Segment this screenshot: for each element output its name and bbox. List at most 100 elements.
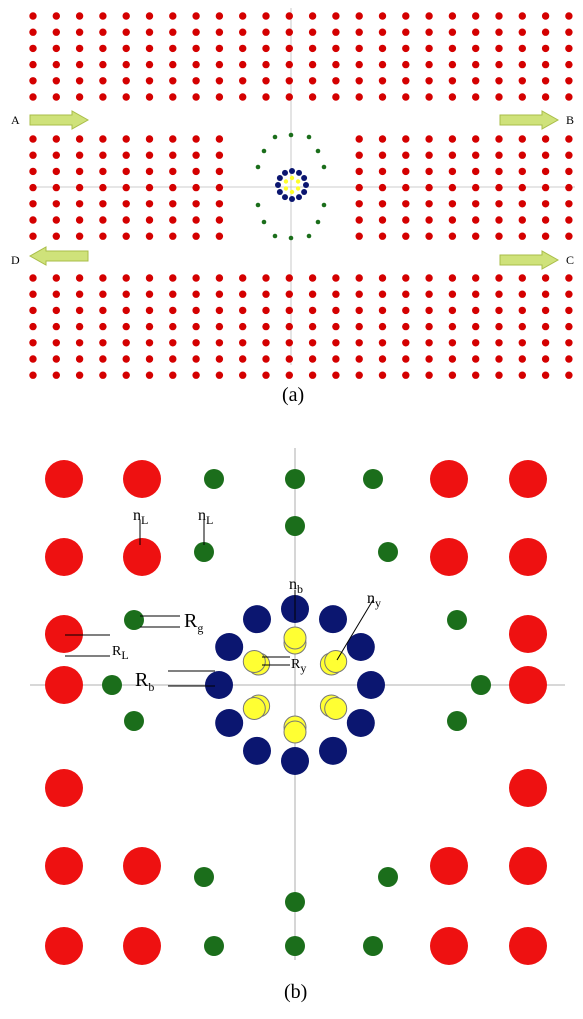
label-nb: nb xyxy=(289,576,303,596)
green-rod xyxy=(124,610,144,630)
rod xyxy=(99,306,107,315)
rod xyxy=(52,60,60,69)
rod xyxy=(145,77,154,85)
rod xyxy=(239,12,247,20)
rod xyxy=(169,290,177,298)
rod xyxy=(52,216,60,224)
panel-b-rods xyxy=(45,460,547,965)
rod xyxy=(472,60,480,69)
rod xyxy=(541,339,550,347)
green-rod xyxy=(102,675,122,695)
rod xyxy=(99,151,107,159)
rod xyxy=(565,77,573,85)
rod xyxy=(145,200,154,208)
rod xyxy=(192,167,200,176)
blue-rod xyxy=(281,747,309,775)
rod xyxy=(99,12,107,20)
rod xyxy=(541,12,550,20)
rod xyxy=(378,93,387,101)
rod xyxy=(518,183,526,192)
yellow-rod xyxy=(283,626,307,650)
rod xyxy=(145,290,154,298)
rod xyxy=(378,306,387,315)
rod xyxy=(332,290,340,298)
rod xyxy=(541,216,550,224)
rod xyxy=(29,290,37,298)
rod xyxy=(285,355,293,363)
yellow-rod xyxy=(283,179,289,184)
rod xyxy=(308,28,317,36)
rod xyxy=(541,28,550,36)
rod xyxy=(262,60,270,69)
rod xyxy=(29,135,37,143)
rod xyxy=(472,93,480,101)
rod xyxy=(99,44,107,53)
rod xyxy=(541,200,550,208)
rod xyxy=(565,290,573,298)
rod xyxy=(75,167,84,176)
port-label-d: D xyxy=(11,253,20,267)
rod xyxy=(402,339,410,347)
rod xyxy=(378,28,387,36)
rod xyxy=(518,232,526,240)
red-rod xyxy=(45,460,83,498)
rod xyxy=(472,355,480,363)
rod xyxy=(145,28,154,36)
rod xyxy=(541,183,550,192)
rod xyxy=(52,355,60,363)
rod xyxy=(192,290,200,298)
rod xyxy=(99,232,107,240)
rod xyxy=(448,77,457,85)
rod xyxy=(472,12,480,20)
red-rod xyxy=(123,538,161,576)
rod xyxy=(425,371,433,379)
rod xyxy=(262,12,270,20)
rod xyxy=(425,339,433,347)
port-label-b: B xyxy=(566,113,574,127)
rod xyxy=(169,151,177,159)
rod xyxy=(495,322,503,331)
rod xyxy=(239,306,247,315)
rod xyxy=(378,44,387,53)
rod xyxy=(425,77,433,85)
red-rod xyxy=(45,666,83,704)
blue-rod xyxy=(301,189,308,195)
rod xyxy=(402,232,410,240)
rod xyxy=(378,183,387,192)
green-rod xyxy=(194,867,214,887)
rod xyxy=(495,12,503,20)
rod xyxy=(472,183,480,192)
rod xyxy=(29,339,37,347)
rod xyxy=(332,306,340,315)
rod xyxy=(541,60,550,69)
blue-rod xyxy=(276,175,283,181)
yellow-rod xyxy=(283,720,307,744)
rod xyxy=(565,60,573,69)
rod xyxy=(541,44,550,53)
rod xyxy=(378,322,387,331)
rod xyxy=(402,183,410,192)
rod xyxy=(448,306,457,315)
rod xyxy=(262,339,270,347)
normal-vector-ny xyxy=(336,599,374,661)
rod xyxy=(565,274,573,282)
rod xyxy=(192,274,200,282)
rod xyxy=(332,339,340,347)
rod xyxy=(52,290,60,298)
green-rod xyxy=(272,233,278,239)
green-rod xyxy=(315,219,321,225)
rod xyxy=(448,167,457,176)
rod xyxy=(192,60,200,69)
red-rod xyxy=(509,460,547,498)
rod xyxy=(518,60,526,69)
rod xyxy=(495,339,503,347)
green-rod xyxy=(447,610,467,630)
rod xyxy=(541,274,550,282)
rod xyxy=(402,274,410,282)
rod xyxy=(75,290,84,298)
rod xyxy=(308,274,317,282)
rod xyxy=(448,216,457,224)
rod xyxy=(52,167,60,176)
rod xyxy=(448,28,457,36)
rod xyxy=(378,371,387,379)
